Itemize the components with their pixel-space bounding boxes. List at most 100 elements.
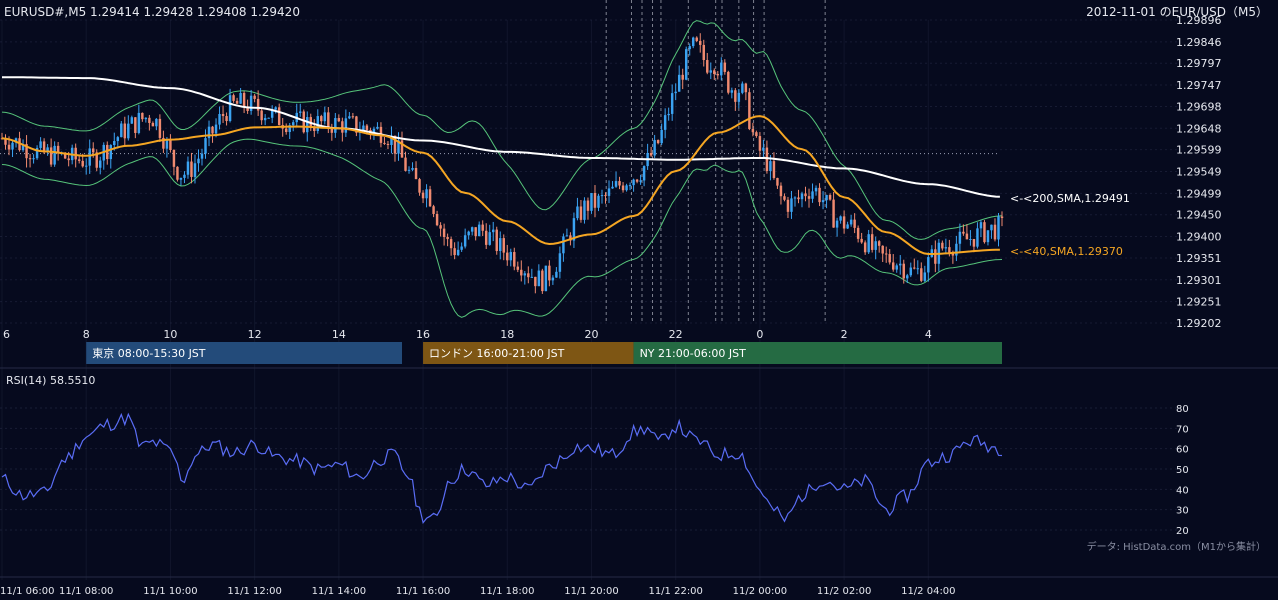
candle-body — [418, 179, 421, 193]
candle-body — [681, 74, 684, 80]
candle — [860, 232, 863, 244]
candle — [348, 112, 351, 120]
candle-body — [748, 92, 751, 130]
candle-body — [969, 238, 972, 240]
candle — [334, 112, 337, 138]
candle — [597, 193, 600, 212]
candle-body — [965, 233, 969, 240]
candle-body — [88, 148, 91, 166]
candle-body — [769, 161, 772, 172]
candle — [611, 181, 614, 189]
candle — [263, 114, 267, 126]
rsi-tick-label: 60 — [1176, 445, 1189, 456]
candle-body — [7, 144, 11, 150]
session-bar — [86, 342, 403, 364]
candle-body — [260, 110, 263, 121]
candle-body — [762, 147, 765, 151]
session-band: 東京 08:00-15:30 JST ロンドン 16:00-21:00 JST NY… — [86, 342, 1002, 364]
candle — [832, 192, 835, 228]
candle-body — [951, 253, 955, 256]
candle-body — [249, 95, 253, 111]
candle — [506, 244, 509, 266]
hour-tick-label: 10 — [163, 328, 177, 341]
candle — [228, 88, 232, 123]
candle-body — [934, 249, 937, 264]
candle-body — [162, 137, 165, 149]
candle-body — [979, 222, 983, 229]
candle-body — [783, 196, 786, 200]
candle — [586, 197, 590, 220]
price-tick-label: 1.29251 — [1176, 296, 1222, 309]
candle-body — [765, 147, 769, 172]
candle-body — [183, 174, 186, 178]
candle — [537, 264, 541, 287]
candle — [4, 134, 7, 150]
candle-body — [351, 116, 355, 118]
price-tick-label: 1.29599 — [1176, 144, 1222, 157]
candle-body — [449, 239, 453, 249]
candle — [849, 214, 853, 227]
candle-body — [713, 70, 716, 75]
candle-body — [151, 122, 155, 127]
candle — [35, 145, 39, 160]
candle-body — [506, 252, 509, 261]
candle-body — [856, 227, 860, 239]
candle-body — [632, 179, 635, 186]
hour-tick-label: 6 — [3, 328, 10, 341]
candle-body — [758, 136, 762, 151]
candle-body — [793, 197, 797, 199]
candle-body — [158, 118, 162, 138]
candle — [783, 193, 786, 202]
candle — [477, 221, 481, 237]
candle — [895, 263, 898, 273]
time-tick-label: 11/2 04:00 — [901, 586, 955, 597]
candle — [541, 268, 544, 294]
candle — [920, 262, 923, 283]
candle — [207, 120, 211, 147]
candle — [888, 249, 891, 265]
candle — [137, 104, 141, 135]
candle-body — [407, 169, 411, 171]
candle — [530, 268, 534, 279]
candle-body — [28, 158, 32, 160]
sma200-label: <-<200,SMA,1.29491 — [1010, 192, 1130, 205]
candle — [642, 165, 646, 187]
candle — [46, 144, 49, 156]
session-bar — [633, 342, 1002, 364]
candle-body — [962, 231, 965, 234]
candle-body — [400, 140, 404, 158]
candle-body — [972, 238, 976, 247]
candle — [576, 197, 579, 221]
candle-body — [383, 142, 386, 144]
candle-body — [172, 150, 176, 167]
candle-body — [699, 40, 702, 45]
candle-body — [99, 160, 102, 168]
candle-body — [958, 231, 962, 244]
candle — [256, 90, 260, 116]
price-axis-ticks: 1.29896 1.29846 1.29797 1.29747 1.29698 1.296… — [1176, 14, 1222, 330]
candle-body — [442, 228, 446, 237]
candle — [892, 254, 895, 272]
candle — [109, 144, 112, 169]
candle-body — [579, 206, 583, 220]
candle — [449, 236, 453, 256]
candle-body — [463, 235, 467, 247]
candle-body — [776, 177, 779, 186]
candle-body — [906, 275, 909, 279]
data-source-note: データ: HistData.com（M1から集計） — [1087, 540, 1266, 553]
candle — [123, 116, 127, 146]
candle-body — [421, 192, 425, 199]
candle-body — [221, 113, 225, 117]
price-tick-label: 1.29698 — [1176, 100, 1222, 113]
candle-body — [263, 117, 267, 121]
candle-body — [362, 125, 365, 132]
candle-body — [32, 158, 35, 160]
candle-body — [734, 90, 737, 102]
candle-body — [825, 195, 828, 201]
candle — [204, 129, 207, 159]
candle — [77, 155, 81, 164]
candle-body — [144, 117, 148, 120]
candle-body — [414, 168, 418, 180]
candle-body — [148, 117, 151, 123]
